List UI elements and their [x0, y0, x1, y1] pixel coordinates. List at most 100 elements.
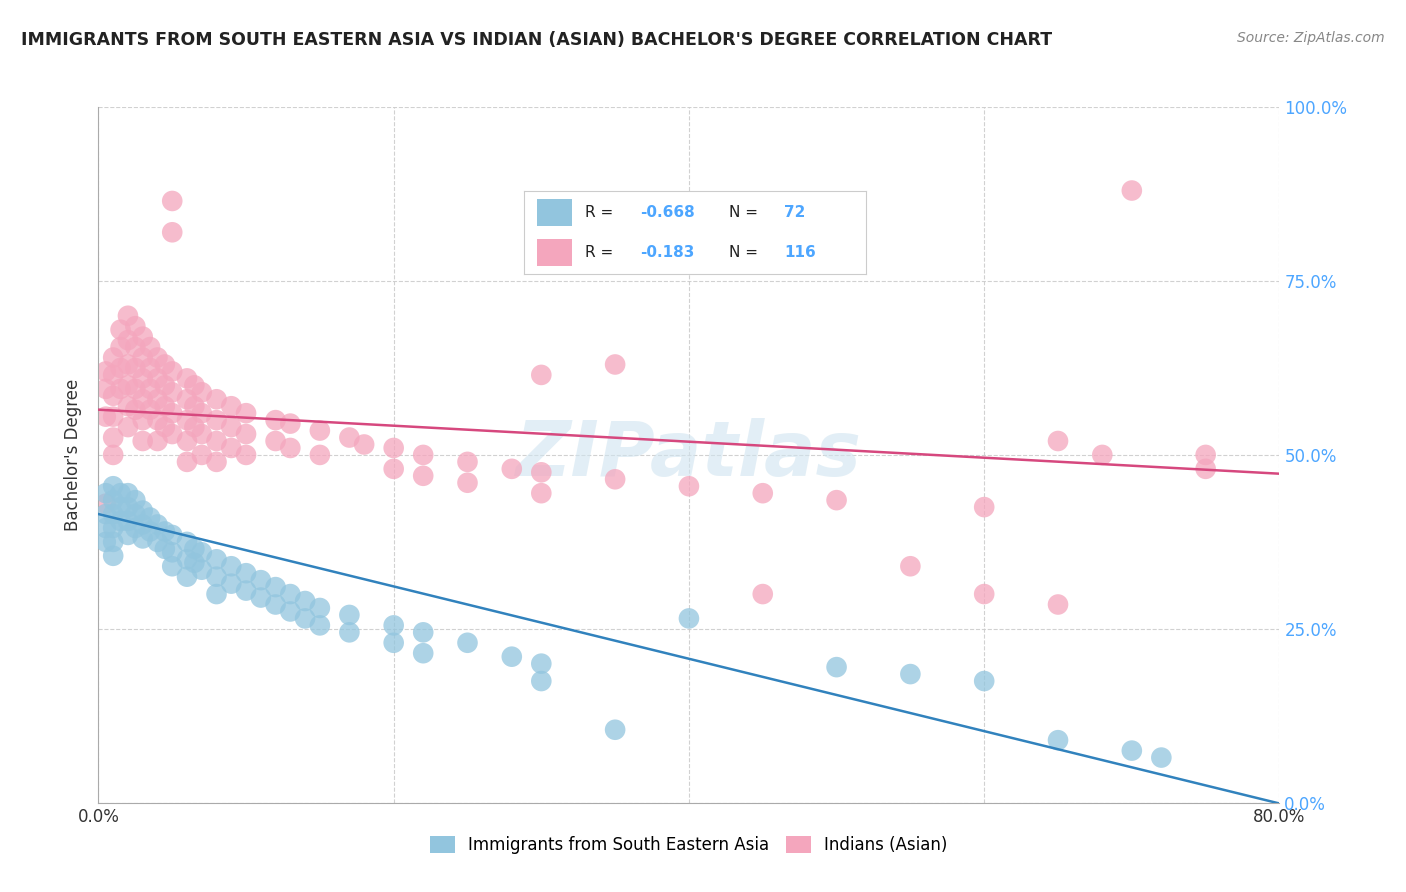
Point — [235, 427, 257, 442]
Point — [382, 636, 405, 650]
Point — [139, 382, 162, 396]
Point — [339, 625, 361, 640]
Point — [124, 521, 146, 535]
Point — [280, 587, 302, 601]
Point — [117, 528, 139, 542]
Point — [176, 371, 198, 385]
Point — [110, 323, 132, 337]
Point — [132, 503, 155, 517]
Point — [132, 434, 155, 448]
Point — [973, 587, 995, 601]
Point — [176, 455, 198, 469]
Point — [309, 618, 332, 632]
Point — [146, 371, 169, 385]
Point — [191, 385, 214, 400]
Point — [235, 448, 257, 462]
Point — [1091, 448, 1114, 462]
Point — [94, 486, 117, 500]
Point — [250, 591, 273, 605]
Point — [235, 566, 257, 581]
Point — [382, 441, 405, 455]
Point — [339, 607, 361, 622]
Point — [146, 351, 169, 365]
Point — [264, 413, 287, 427]
Point — [457, 455, 479, 469]
Point — [110, 500, 132, 514]
Point — [501, 649, 523, 664]
Point — [457, 475, 479, 490]
Text: ZIPatlas: ZIPatlas — [516, 418, 862, 491]
Point — [162, 194, 183, 208]
Point — [117, 514, 139, 528]
Point — [94, 382, 117, 396]
Point — [412, 646, 434, 660]
Point — [221, 559, 243, 574]
Point — [94, 409, 117, 424]
Point — [162, 364, 183, 378]
Point — [139, 360, 162, 375]
Point — [176, 434, 198, 448]
Point — [103, 521, 125, 535]
Point — [205, 552, 228, 566]
Point — [1046, 733, 1070, 747]
Point — [132, 371, 155, 385]
Point — [132, 532, 155, 546]
Point — [153, 358, 176, 372]
Point — [162, 427, 183, 442]
Point — [94, 534, 117, 549]
Point — [176, 570, 198, 584]
Point — [132, 392, 155, 407]
Point — [221, 441, 243, 455]
Point — [139, 524, 162, 539]
Point — [605, 723, 627, 737]
Point — [205, 587, 228, 601]
Point — [530, 368, 553, 382]
Point — [110, 360, 132, 375]
Point — [153, 399, 176, 413]
Point — [162, 225, 183, 239]
Point — [103, 409, 125, 424]
Point — [103, 534, 125, 549]
Point — [153, 420, 176, 434]
Point — [103, 479, 125, 493]
Point — [1121, 744, 1143, 758]
Point — [1046, 434, 1070, 448]
Point — [124, 340, 146, 354]
Point — [205, 413, 228, 427]
Point — [250, 573, 273, 587]
Point — [1121, 184, 1143, 198]
Point — [146, 517, 169, 532]
Point — [139, 402, 162, 417]
Point — [124, 402, 146, 417]
Point — [457, 636, 479, 650]
Point — [221, 399, 243, 413]
Point — [153, 378, 176, 392]
Point — [124, 493, 146, 508]
Point — [1046, 598, 1070, 612]
Point — [205, 392, 228, 407]
Point — [605, 472, 627, 486]
Point — [124, 382, 146, 396]
Point — [825, 660, 848, 674]
Point — [132, 329, 155, 343]
Point — [353, 437, 375, 451]
Point — [530, 674, 553, 689]
Point — [124, 507, 146, 521]
Point — [162, 385, 183, 400]
Point — [382, 618, 405, 632]
Point — [678, 611, 700, 625]
Point — [176, 413, 198, 427]
Point — [110, 514, 132, 528]
Point — [221, 576, 243, 591]
Point — [117, 358, 139, 372]
Point — [221, 420, 243, 434]
Point — [309, 601, 332, 615]
Point — [146, 434, 169, 448]
Point — [191, 406, 214, 420]
Point — [162, 545, 183, 559]
Point — [183, 399, 205, 413]
Point — [103, 549, 125, 563]
Point — [235, 406, 257, 420]
Point — [191, 545, 214, 559]
Point — [132, 351, 155, 365]
